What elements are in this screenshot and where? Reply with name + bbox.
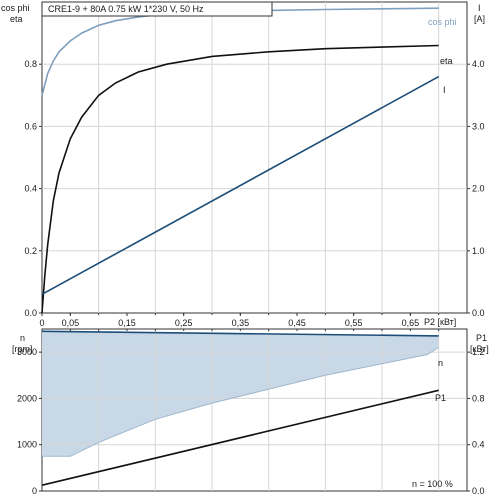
bottom-right-axis-label-p1: P1 (476, 333, 487, 343)
series-line-eta (41, 44, 439, 314)
series-line-p1 (41, 389, 439, 486)
left-tick-label: 0.2 (24, 246, 37, 256)
x-tick-label: 0,65 (402, 318, 420, 328)
left-tick-label: 0.8 (24, 59, 37, 69)
series-line-I (41, 75, 440, 296)
series-label-eta: eta (440, 56, 453, 66)
right-tick-label: 1.0 (472, 246, 485, 256)
bottom-left-axis-unit-rpm: [rpm] (12, 344, 33, 354)
left-tick-label: 0.0 (24, 308, 37, 318)
chart-title: CRE1-9 + 80A 0.75 kW 1*230 V, 50 Hz (48, 4, 204, 14)
top-chart-frame (41, 1, 468, 314)
bottom-chart-fill (42, 331, 439, 457)
bottom-left-tick-label: 3000 (17, 347, 37, 357)
series-label-p1: P1 (435, 393, 446, 403)
bottom-right-tick-label: 0.4 (472, 440, 485, 450)
bottom-chart-ticks: 0 1000 2000 3000 0.0 0.4 0.8 1.2 (17, 329, 485, 496)
bottom-left-tick-label: 1000 (17, 440, 37, 450)
series-label-i: I (443, 85, 446, 95)
bottom-chart-series (41, 330, 439, 486)
x-tick-label: 0,35 (232, 318, 250, 328)
series-label-cos-phi: cos phi (428, 17, 457, 27)
bottom-right-tick-label: 1.2 (472, 347, 485, 357)
right-axis-label-i: I (478, 3, 481, 13)
x-tick-label: 0,55 (345, 318, 363, 328)
right-tick-label: 2.0 (472, 184, 485, 194)
speed-note: n = 100 % (412, 479, 453, 489)
right-tick-label: 3.0 (472, 121, 485, 131)
right-axis-unit-a: [A] (474, 14, 485, 24)
title-box (41, 1, 273, 17)
right-tick-label: 4.0 (472, 59, 485, 69)
right-tick-label: 0.0 (472, 308, 485, 318)
series-line-n (41, 330, 439, 337)
series-line-cos-phi (41, 7, 439, 96)
bottom-left-tick-label: 0 (32, 486, 37, 496)
bottom-right-tick-label: 0.0 (472, 486, 485, 496)
x-tick-label: 0,25 (175, 318, 193, 328)
bottom-chart-grid (42, 329, 467, 491)
x-tick-label: 0,05 (62, 318, 80, 328)
left-tick-label: 0.6 (24, 121, 37, 131)
x-tick-label: 0,45 (288, 318, 306, 328)
left-axis-label-cosphi: cos phi (1, 3, 30, 13)
x-tick-label: 0,15 (118, 318, 136, 328)
bottom-chart: 0 1000 2000 3000 0.0 0.4 0.8 1.2 n [rpm] P1 [кВ… (12, 328, 489, 496)
x-tick-label: 0 (39, 318, 44, 328)
top-chart-grid (42, 2, 467, 313)
bottom-right-tick-label: 0.8 (472, 393, 485, 403)
series-label-n: n (438, 358, 443, 368)
top-chart: 0 0,05 0,15 0,25 0,35 0,45 0,55 0,65 0.0 0.2 0.4 0.… (1, 1, 485, 328)
top-chart-ticks: 0 0,05 0,15 0,25 0,35 0,45 0,55 0,65 0.0 0.2 0.4 0.… (24, 59, 484, 328)
speed-range-area (42, 331, 439, 457)
bottom-left-axis-label-n: n (20, 333, 25, 343)
x-axis-label: P2 [кВт] (424, 317, 456, 327)
series-line-n-lower (42, 347, 439, 457)
bottom-right-axis-unit-kw: [кВт] (470, 344, 489, 354)
bottom-left-tick-label: 2000 (17, 393, 37, 403)
left-tick-label: 0.4 (24, 184, 37, 194)
left-axis-label-eta: eta (10, 14, 23, 24)
top-chart-series (41, 7, 440, 314)
